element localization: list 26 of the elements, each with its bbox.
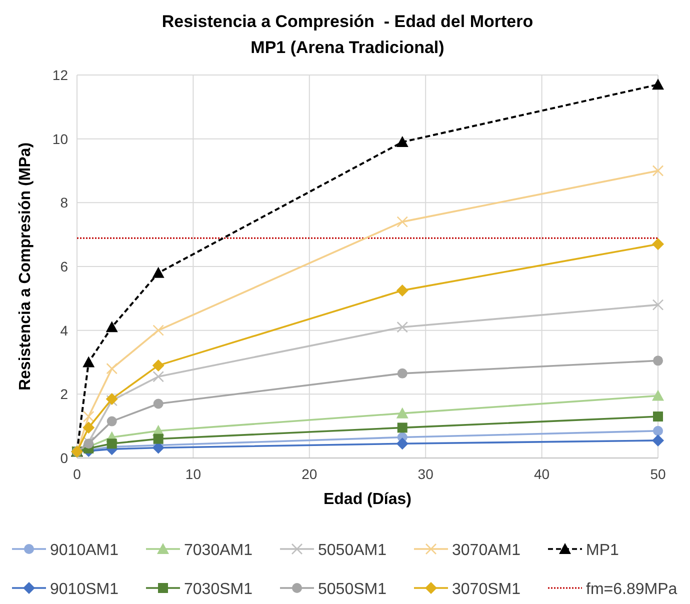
x-tick-label: 10 <box>185 466 202 482</box>
chart-title: Resistencia a Compresión - Edad del Mortero MP1 (Arena Tradicional) <box>162 12 534 57</box>
legend-label: fm=6.89MPa <box>586 581 678 598</box>
y-tick-label: 6 <box>60 258 68 274</box>
y-tick-label: 4 <box>60 322 68 338</box>
x-tick-label: 30 <box>418 466 434 482</box>
legend-label: 3070SM1 <box>452 581 521 598</box>
y-tick-label: 12 <box>52 67 68 83</box>
x-tick-label: 50 <box>650 466 666 482</box>
x-tick-label: 40 <box>534 466 550 482</box>
legend-label: 5050AM1 <box>318 542 387 559</box>
legend-label: 7030AM1 <box>184 542 253 559</box>
legend-label: 7030SM1 <box>184 581 253 598</box>
y-tick-label: 10 <box>52 130 68 147</box>
y-tick-label: 2 <box>60 386 68 402</box>
x-tick-label: 0 <box>73 466 82 482</box>
legend-label: 3070AM1 <box>452 542 521 559</box>
y-axis-title: Resistencia a Compresión (MPa) <box>17 142 34 391</box>
x-axis-title: Edad (Días) <box>323 491 412 508</box>
legend-label: 9010SM1 <box>50 581 119 598</box>
y-tick-label: 8 <box>60 194 68 211</box>
x-tick-label: 20 <box>302 466 318 482</box>
y-tick-label: 0 <box>60 450 68 466</box>
legend-label: 5050SM1 <box>318 581 387 598</box>
legend-label: 9010AM1 <box>50 542 119 559</box>
legend-label: MP1 <box>586 542 619 559</box>
